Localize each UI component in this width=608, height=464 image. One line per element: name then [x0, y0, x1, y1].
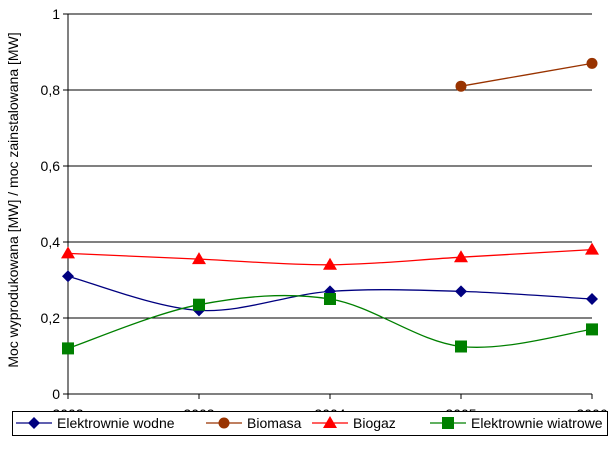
- legend: Elektrownie wodne Biomasa Biogaz Elektrowni…: [12, 411, 608, 436]
- data-point-biomasa: [586, 57, 598, 69]
- data-point-biogaz: [454, 250, 468, 263]
- data-point-biogaz: [585, 242, 599, 255]
- legend-label: Elektrownie wiatrowe: [471, 415, 603, 431]
- series-group: [61, 57, 599, 355]
- legend-marker: [323, 416, 337, 428]
- data-point-elektrownie-wiatrowe: [62, 342, 74, 355]
- data-point-elektrownie-wodne: [62, 270, 74, 283]
- data-point-biogaz: [323, 257, 337, 270]
- data-point-elektrownie-wiatrowe: [324, 293, 336, 305]
- y-tick-label: 0,8: [41, 82, 61, 98]
- legend-marker: [442, 417, 454, 429]
- legend-box: [12, 411, 608, 436]
- y-axis-label: Moc wyprodukowana [MW] / moc zainstalowa…: [5, 32, 21, 367]
- legend-label: Biomasa: [247, 415, 302, 431]
- legend-marker: [28, 417, 40, 429]
- series-line-biomasa: [460, 62, 593, 87]
- y-tick-label: 0,2: [41, 310, 61, 326]
- legend-label: Biogaz: [353, 415, 396, 431]
- y-tick-label: 1: [52, 6, 60, 22]
- data-point-biogaz: [61, 246, 75, 259]
- y-tick-label: 0,4: [41, 234, 61, 250]
- data-point-elektrownie-wiatrowe: [455, 340, 467, 353]
- data-point-elektrownie-wodne: [455, 285, 467, 298]
- y-tick-labels: 0 0,2 0,4 0,6 0,8 1: [41, 6, 61, 402]
- axes: [63, 13, 593, 399]
- data-point-biogaz: [192, 252, 206, 265]
- legend-marker: [218, 417, 230, 429]
- data-point-elektrownie-wiatrowe: [193, 298, 205, 311]
- gridlines: [68, 13, 592, 319]
- legend-label: Elektrownie wodne: [57, 415, 175, 431]
- y-tick-label: 0: [52, 386, 60, 402]
- data-point-elektrownie-wiatrowe: [586, 323, 598, 336]
- data-point-elektrownie-wodne: [586, 293, 598, 305]
- y-tick-label: 0,6: [41, 158, 61, 174]
- data-point-biomasa: [455, 80, 467, 92]
